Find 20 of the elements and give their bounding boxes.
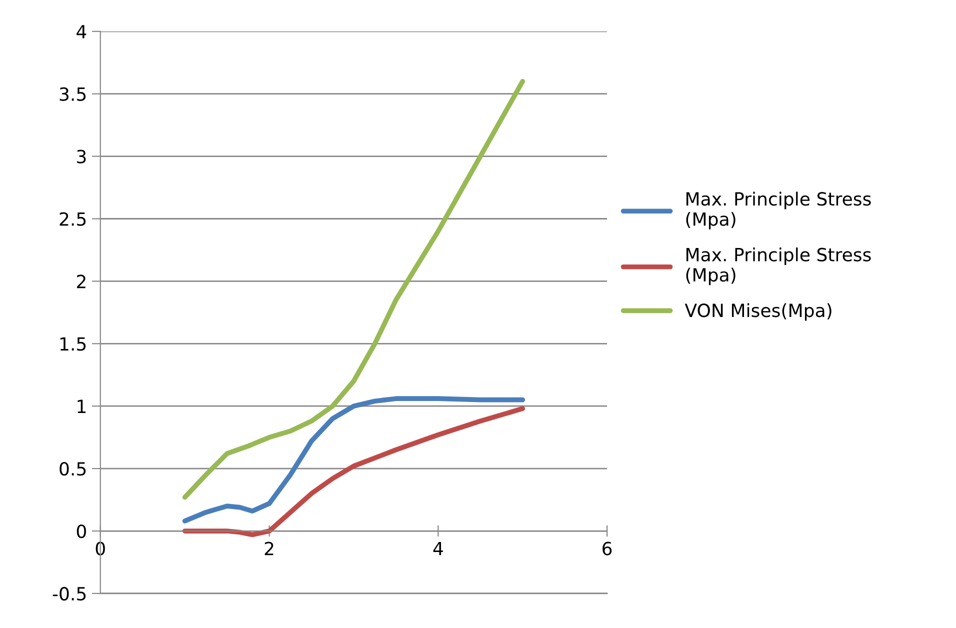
y-tick-label: 2.5 [60, 212, 86, 226]
y-tick-label: 1.5 [60, 337, 86, 351]
x-tick-label: 6 [602, 542, 612, 556]
x-tick-label: 4 [433, 542, 443, 556]
y-tick-label: 3.5 [60, 87, 86, 101]
y-tick-label: 4 [76, 25, 86, 38]
y-tick-label: 0.5 [60, 462, 86, 476]
legend-label: Max. Principle Stress (Mpa) [686, 247, 871, 286]
legend-label: VON Mises(Mpa) [684, 303, 832, 321]
y-tick-label: 0 [76, 524, 86, 538]
line-series [182, 78, 526, 500]
y-tick-label: 1 [78, 400, 86, 413]
line-series [182, 396, 526, 524]
line-series [182, 406, 526, 538]
y-tick-label: -0.5 [52, 586, 86, 601]
x-tick-label: 2 [264, 542, 274, 556]
x-tick-label: 0 [96, 542, 105, 556]
y-tick-label: 2 [77, 274, 86, 288]
legend-label: Max. Principle Stress (Mpa) [686, 192, 871, 230]
y-tick-label: 3 [77, 150, 86, 164]
